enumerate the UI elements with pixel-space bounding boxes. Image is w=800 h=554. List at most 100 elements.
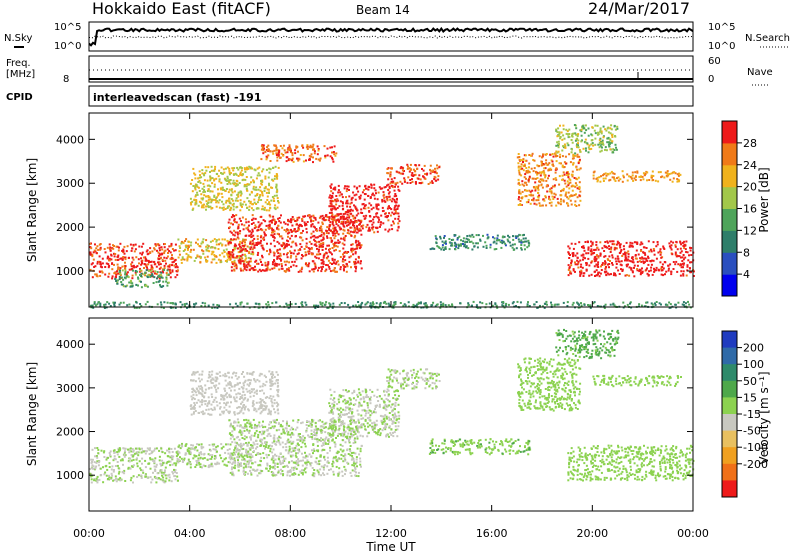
power-cell	[346, 205, 349, 208]
power-cell	[433, 247, 436, 250]
power-cell	[516, 235, 519, 238]
velocity-cell	[220, 457, 223, 460]
power-cell	[337, 242, 340, 244]
power-cell	[294, 235, 297, 238]
power-cell	[496, 306, 499, 309]
power-cell	[367, 229, 370, 232]
power-cell	[599, 130, 602, 133]
power-cell	[285, 269, 288, 272]
power-cell	[216, 307, 219, 309]
power-cell	[194, 186, 197, 189]
power-cell	[99, 248, 102, 251]
velocity-cell	[243, 454, 246, 457]
power-cell	[124, 267, 126, 270]
power-cell	[535, 185, 538, 188]
power-cell	[322, 260, 325, 263]
power-cell	[262, 149, 265, 152]
power-cell	[162, 280, 165, 283]
power-cell	[651, 303, 654, 306]
power-cell	[532, 199, 535, 202]
power-cell	[89, 242, 92, 245]
power-cell	[258, 166, 261, 169]
date-label: 24/Mar/2017	[588, 0, 690, 18]
velocity-cell	[166, 449, 169, 452]
velocity-cell	[144, 473, 147, 476]
velocity-cell	[199, 456, 202, 459]
power-cell	[158, 244, 161, 247]
power-cell	[269, 249, 272, 252]
velocity-cell	[168, 476, 171, 479]
power-cell	[635, 257, 638, 260]
power-cell	[626, 258, 629, 261]
power-cell	[158, 249, 161, 252]
power-cell	[116, 282, 119, 285]
power-cell	[210, 253, 213, 256]
power-cell	[404, 304, 407, 307]
power-cell	[578, 168, 581, 171]
power-cell	[397, 226, 400, 229]
power-cell	[340, 193, 343, 196]
power-cell	[307, 264, 310, 267]
power-cell	[563, 137, 566, 140]
power-cell	[329, 262, 332, 264]
power-cell	[235, 184, 238, 187]
power-cell	[554, 155, 557, 158]
power-cell	[310, 232, 313, 235]
power-cell	[154, 270, 157, 273]
power-cell	[256, 174, 259, 177]
power-cell	[677, 174, 680, 177]
power-cell	[585, 252, 588, 255]
power-cell	[100, 270, 103, 273]
power-cell	[568, 133, 571, 135]
power-cell	[172, 257, 175, 260]
power-cell	[126, 245, 129, 248]
power-cell	[169, 302, 172, 305]
power-cell	[296, 145, 299, 148]
power-cell	[477, 234, 480, 237]
power-cell	[225, 188, 228, 190]
power-cell	[202, 238, 205, 241]
power-cell	[370, 208, 373, 211]
power-cell	[600, 132, 603, 135]
power-cell	[384, 228, 387, 231]
power-cell	[200, 242, 203, 245]
power-cell	[260, 148, 263, 151]
power-cell	[387, 183, 390, 186]
power-cell	[162, 307, 165, 309]
power-cell	[652, 259, 655, 262]
velocity-cell	[209, 449, 212, 452]
power-cell	[169, 251, 172, 254]
power-cell	[205, 249, 208, 252]
power-cell	[310, 224, 313, 227]
power-cell	[228, 188, 231, 191]
velocity-cell	[330, 436, 333, 438]
power-cell	[577, 266, 580, 269]
power-cell	[360, 225, 363, 228]
power-cell	[417, 301, 420, 304]
power-cell	[561, 189, 564, 192]
power-cell	[522, 158, 525, 161]
power-cell	[180, 242, 183, 245]
power-cell	[556, 155, 559, 157]
power-cell	[690, 261, 693, 264]
power-cell	[297, 227, 300, 229]
power-cell	[569, 179, 572, 182]
power-cell	[579, 259, 582, 262]
power-cell	[275, 186, 278, 189]
power-cell	[173, 259, 176, 262]
velocity-cell	[170, 448, 173, 450]
power-cell	[603, 305, 606, 308]
power-cell	[124, 265, 127, 268]
power-cell	[158, 252, 161, 255]
power-cell	[631, 174, 634, 177]
power-cell	[292, 229, 295, 232]
power-cell	[670, 248, 673, 251]
velocity-cell	[109, 454, 112, 457]
power-cell	[153, 247, 156, 250]
power-cell	[117, 249, 120, 252]
power-cell	[201, 240, 204, 243]
power-cell	[132, 264, 135, 267]
power-cell	[345, 190, 348, 193]
power-cell	[572, 252, 575, 254]
power-cell	[363, 193, 366, 195]
